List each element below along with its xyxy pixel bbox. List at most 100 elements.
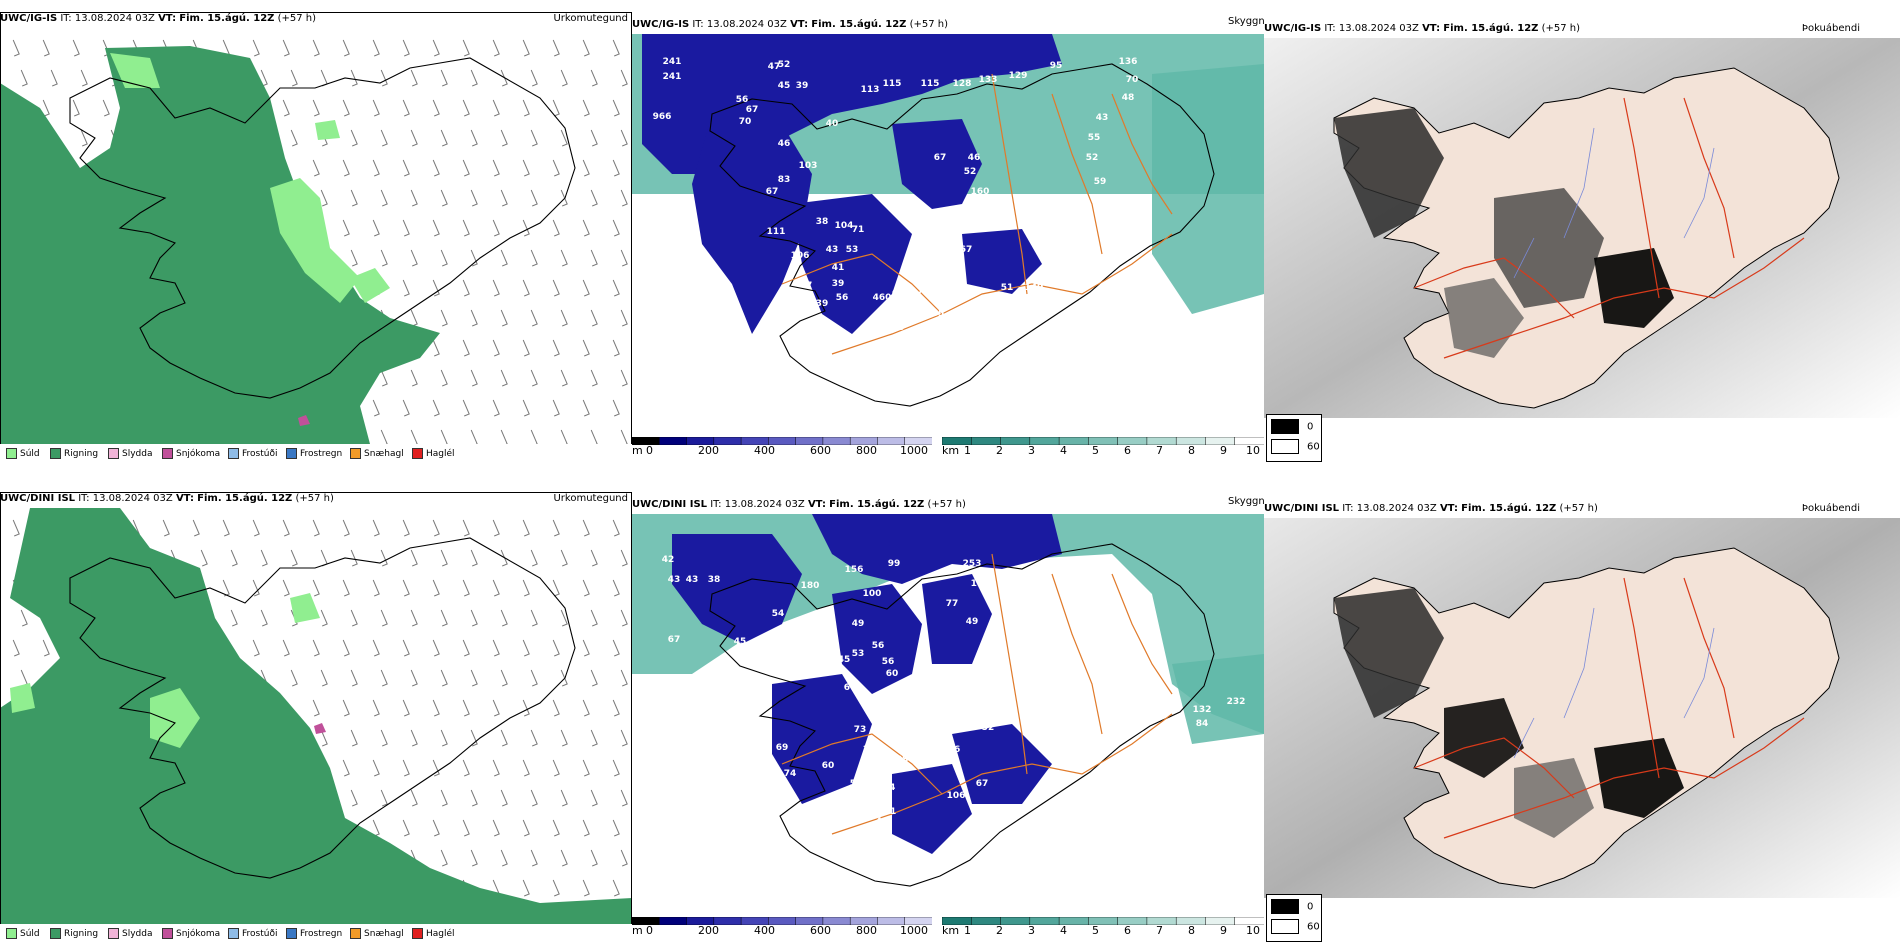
fog-max-swatch (1271, 899, 1299, 914)
valid-time-label: VT: (1422, 23, 1441, 34)
swatch-freezing-drizzle (228, 448, 239, 459)
cloud-base-label: 67 (844, 683, 857, 693)
fog-dark (1334, 108, 1444, 238)
cloud-bar-tick: 0 (646, 924, 653, 937)
cloud-base-label: 49 (966, 617, 979, 627)
vis-bar-tick: 3 (1028, 444, 1035, 457)
wind-barb (530, 789, 538, 807)
wind-barb (372, 39, 380, 57)
wind-barb (222, 519, 230, 537)
wind-barb (612, 879, 620, 897)
wind-barb (350, 549, 358, 567)
cloud-base-label: 40 (826, 119, 839, 129)
wind-barb (162, 519, 170, 537)
wind-barb (350, 789, 358, 807)
wind-barb (462, 519, 470, 537)
wind-barb (492, 159, 500, 177)
drizzle-patch (350, 268, 390, 303)
wind-barb (552, 519, 560, 537)
wind-barb (530, 309, 538, 327)
low-cloud (952, 724, 1052, 804)
legend-label: Frostúði (242, 929, 278, 939)
cloud-base-label: 71 (756, 721, 769, 731)
wind-barb (620, 69, 628, 87)
wind-barb (350, 729, 358, 747)
wind-barb (402, 579, 410, 597)
wind-barb (432, 819, 440, 837)
wind-barb (462, 699, 470, 717)
wind-barb (380, 549, 388, 567)
wind-barb (410, 189, 418, 207)
vis-bar-tick: 1 (964, 444, 971, 457)
cloud-base-label: 160 (971, 187, 990, 197)
wind-barb (432, 639, 440, 657)
cloud-base-label: 38 (708, 575, 721, 585)
vis-bar-tick: 7 (1156, 444, 1163, 457)
wind-barb (492, 339, 500, 357)
wind-barb (432, 159, 440, 177)
init-time: IT: 13.08.2024 03Z (60, 13, 155, 24)
wind-barb (12, 39, 20, 57)
cloud-base-label: 460 (873, 293, 892, 303)
cloud-bar-tick: 600 (810, 444, 831, 457)
wind-barb (620, 369, 628, 387)
low-cloud (792, 194, 912, 334)
wind-barb (410, 369, 418, 387)
cloud-base-label: 42 (662, 555, 675, 565)
vis-bar-tick: 3 (1028, 924, 1035, 937)
wind-barb (72, 99, 80, 117)
legend-item: Slydda (108, 448, 152, 460)
wind-barb (560, 309, 568, 327)
colorbar-swatch (904, 437, 932, 445)
vis-bar-tick: 6 (1124, 924, 1131, 937)
wind-barb (462, 399, 470, 417)
wind-barb (402, 39, 410, 57)
wind-barb (552, 819, 560, 837)
wind-barb (530, 849, 538, 867)
wind-barb (530, 729, 538, 747)
cloud-base-label: 67 (934, 153, 947, 163)
wind-barb (552, 219, 560, 237)
model-name: UWC/DINI ISL (632, 499, 708, 510)
cloud-base-label: 106 (791, 251, 810, 261)
wind-barb (522, 879, 530, 897)
visibility-colorbar: km 1 2 3 4 5 6 7 8 9 10 (942, 437, 1264, 463)
wind-barb (230, 549, 238, 567)
wind-barb (20, 609, 28, 627)
wind-barb (582, 339, 590, 357)
wind-barb (582, 159, 590, 177)
vis-bar-tick: 5 (1092, 444, 1099, 457)
wind-barb (492, 279, 500, 297)
wind-barb (372, 99, 380, 117)
wind-barb (402, 759, 410, 777)
wind-barb (462, 759, 470, 777)
wind-barb (342, 699, 350, 717)
swatch-snow-pellets (350, 928, 361, 939)
valid-time-label: VT: (175, 493, 194, 504)
cloud-base-label: 43 (686, 575, 699, 585)
wind-barb (582, 39, 590, 57)
wind-barb (320, 669, 328, 687)
wind-barb (462, 219, 470, 237)
wind-barb (582, 279, 590, 297)
legend-item: Snjókoma (162, 928, 220, 940)
wind-barb (530, 549, 538, 567)
cloud-base-label: 156 (845, 565, 864, 575)
legend-label: Rigning (64, 449, 99, 459)
wind-barb (440, 549, 448, 567)
wind-barb (432, 279, 440, 297)
cloud-base-label: 67 (746, 105, 759, 115)
wind-barb (582, 819, 590, 837)
wind-barb (522, 159, 530, 177)
cloud-base-label: 39 (796, 81, 809, 91)
vis-bar-unit: km (942, 924, 960, 937)
wind-barb (402, 159, 410, 177)
wind-barb (200, 549, 208, 567)
fog-legend: 0 60 (1266, 414, 1322, 462)
wind-barb (612, 399, 620, 417)
cloud-base-label: 56 (836, 293, 849, 303)
colorbar-swatch (659, 917, 688, 925)
vis-cloud-panel-ig: UWC/IG-IS IT: 13.08.2024 03Z VT: Fim. 15… (632, 12, 1264, 464)
cloud-base-label: 55 (966, 671, 979, 681)
wind-barb (12, 519, 20, 537)
